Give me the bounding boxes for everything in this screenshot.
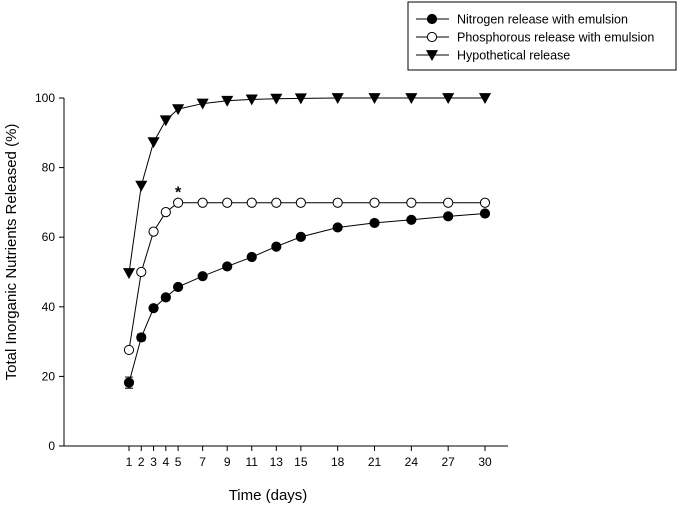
x-tick-label: 27 xyxy=(441,455,455,469)
data-point xyxy=(369,217,380,229)
x-tick-label: 24 xyxy=(405,455,419,469)
series-0 xyxy=(123,208,491,389)
x-tick-label: 11 xyxy=(246,455,259,469)
x-tick-label: 3 xyxy=(150,455,157,469)
y-axis-title: Total Inorganic Nutrients Released (%) xyxy=(3,124,20,381)
data-point xyxy=(147,137,160,149)
y-tick-label: 0 xyxy=(48,439,55,453)
data-point xyxy=(222,197,233,208)
y-tick-label: 100 xyxy=(35,91,55,105)
data-point xyxy=(123,344,135,356)
x-tick-label: 15 xyxy=(294,455,308,469)
data-point xyxy=(442,93,455,104)
data-point xyxy=(245,94,258,106)
x-tick-label: 21 xyxy=(368,455,382,469)
data-point xyxy=(443,211,454,222)
x-tick-label: 13 xyxy=(270,455,284,469)
series-1 xyxy=(123,197,491,356)
significance-marker: * xyxy=(175,184,182,201)
data-point xyxy=(479,208,491,219)
legend-marker xyxy=(426,31,438,43)
y-tick-label: 40 xyxy=(42,300,56,314)
data-point xyxy=(443,197,454,208)
y-tick-label: 60 xyxy=(42,230,56,244)
y-tick-label: 20 xyxy=(42,369,56,383)
data-point xyxy=(197,197,208,208)
data-point xyxy=(160,292,171,303)
x-tick-label: 4 xyxy=(162,455,169,469)
data-point xyxy=(197,271,208,282)
data-point xyxy=(406,214,417,225)
data-point xyxy=(173,281,184,293)
data-point xyxy=(160,207,171,218)
series-layer: * xyxy=(122,93,492,389)
data-point xyxy=(332,222,343,233)
data-point xyxy=(148,226,159,237)
data-point xyxy=(122,268,136,280)
data-point xyxy=(368,93,381,104)
x-tick-label: 9 xyxy=(224,455,231,469)
x-tick-label: 5 xyxy=(175,455,182,469)
data-point xyxy=(332,197,343,208)
axes: 0 20 40 60 80 100 1 2 3 4 5 7 9 11 13 15 18 21 24 27 30 xyxy=(35,91,508,469)
series-2 xyxy=(122,93,492,280)
legend-label: Nitrogen release with emulsion xyxy=(457,13,628,27)
data-point xyxy=(148,303,159,314)
data-point xyxy=(406,197,417,208)
legend: Nitrogen release with emulsion Phosphorou… xyxy=(407,1,677,71)
x-tick-label: 18 xyxy=(331,455,345,469)
data-point xyxy=(246,197,257,208)
legend-box xyxy=(407,1,677,71)
data-point xyxy=(294,93,307,105)
x-tick-label: 7 xyxy=(199,455,206,469)
legend-marker xyxy=(426,13,438,25)
x-tick-label: 2 xyxy=(138,455,145,469)
series-line xyxy=(128,97,485,274)
data-point xyxy=(136,266,147,278)
data-point xyxy=(222,261,233,272)
data-point xyxy=(123,377,135,388)
legend-label: Hypothetical release xyxy=(457,49,570,63)
data-point xyxy=(159,115,172,127)
data-point xyxy=(295,197,306,208)
data-point xyxy=(172,104,185,116)
series-line xyxy=(128,202,485,351)
data-point xyxy=(135,180,148,192)
y-tick-label: 80 xyxy=(42,161,56,175)
data-point xyxy=(369,197,380,208)
data-point xyxy=(221,95,234,107)
x-axis-title: Time (days) xyxy=(229,487,308,504)
data-point xyxy=(136,332,147,343)
data-point xyxy=(295,231,306,242)
data-point xyxy=(479,197,491,208)
data-point xyxy=(196,98,209,110)
x-tick-label: 30 xyxy=(478,455,492,469)
legend-marker xyxy=(425,50,439,61)
data-point xyxy=(246,251,257,263)
legend-label: Phosphorous release with emulsion xyxy=(457,31,654,45)
data-point xyxy=(478,93,492,104)
data-point xyxy=(405,93,418,104)
x-tick-label: 1 xyxy=(126,455,133,469)
data-point xyxy=(271,197,282,208)
data-point xyxy=(270,93,283,105)
data-point xyxy=(173,197,184,208)
series-line xyxy=(128,213,486,383)
data-point xyxy=(271,241,282,252)
data-point xyxy=(331,93,344,104)
